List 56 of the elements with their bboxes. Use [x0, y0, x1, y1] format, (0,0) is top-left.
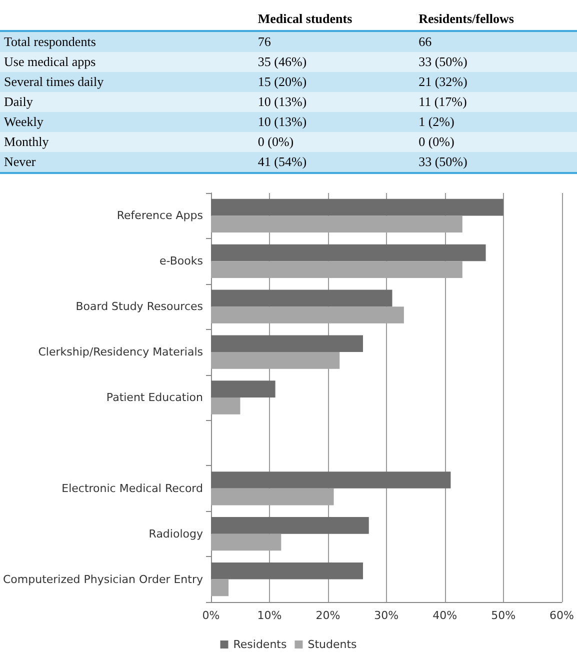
bar: [211, 290, 392, 307]
y-tick-label: Electronic Medical Record: [62, 482, 203, 495]
category-label: Total respondents: [0, 31, 254, 52]
legend-label: Residents: [233, 638, 287, 651]
bar: [211, 380, 276, 398]
x-tick-label: 40%: [432, 609, 458, 622]
y-tick-label: e-Books: [160, 254, 204, 268]
y-tick-label: Reference Apps: [116, 209, 204, 222]
bar: [211, 488, 334, 506]
bar: [211, 517, 369, 534]
bar: [211, 216, 462, 233]
y-tick-label: Computerized Physician Order Entry: [3, 572, 204, 586]
bar: [211, 335, 363, 352]
data-label: 10 (13%): [254, 92, 415, 112]
y-tick-label: Board Study Resources: [76, 300, 204, 314]
series-label: Medical students: [254, 8, 415, 31]
series-label: Residents/fellows: [414, 8, 577, 31]
bar: [211, 562, 363, 580]
bar: [211, 472, 451, 488]
bar: [211, 261, 462, 278]
bar: [211, 534, 282, 551]
category-label: Weekly: [0, 112, 254, 132]
x-tick-label: 20%: [316, 609, 340, 622]
legend-label: Students: [308, 638, 358, 651]
y-tick-label: Radiology: [148, 527, 204, 540]
data-label: 1 (2%): [414, 112, 577, 132]
category-label: Use medical apps: [0, 52, 254, 72]
bar: [211, 579, 229, 596]
y-tick-label: Clerkship/Residency Materials: [38, 346, 204, 359]
bar: [211, 306, 404, 324]
category-label: Never: [0, 152, 254, 173]
x-tick-label: 0%: [202, 609, 220, 622]
x-tick-label: 50%: [491, 609, 516, 622]
x-tick-label: 10%: [257, 609, 282, 622]
data-label: 0 (0%): [414, 132, 577, 152]
category-label: Monthly: [0, 132, 254, 152]
data-label: 11 (17%): [414, 92, 577, 112]
data-label: 41 (54%): [254, 152, 415, 173]
bar: [211, 244, 486, 262]
category-label: Daily: [0, 92, 254, 112]
bar: [211, 352, 340, 369]
y-tick-label: Patient Education: [106, 391, 204, 404]
data-label: 0 (0%): [254, 132, 415, 152]
data-label: 33 (50%): [414, 152, 577, 173]
data-label: 76: [254, 31, 415, 52]
data-label: 33 (50%): [414, 52, 577, 72]
bar: [211, 198, 504, 216]
x-tick-label: 60%: [550, 609, 574, 622]
bar: [211, 398, 240, 414]
x-tick-label: 30%: [374, 609, 399, 622]
category-label: Several times daily: [0, 72, 254, 92]
data-label: 66: [414, 31, 577, 52]
data-label: 21 (32%): [414, 72, 577, 92]
data-label: 10 (13%): [254, 112, 415, 132]
data-label: 35 (46%): [254, 52, 415, 72]
data-label: 15 (20%): [254, 72, 415, 92]
